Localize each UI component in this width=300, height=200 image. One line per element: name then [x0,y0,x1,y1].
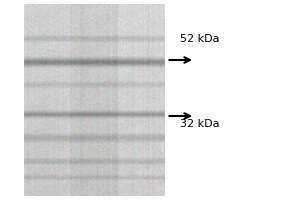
Text: 32 kDa: 32 kDa [180,119,220,129]
Text: 52 kDa: 52 kDa [180,34,220,44]
